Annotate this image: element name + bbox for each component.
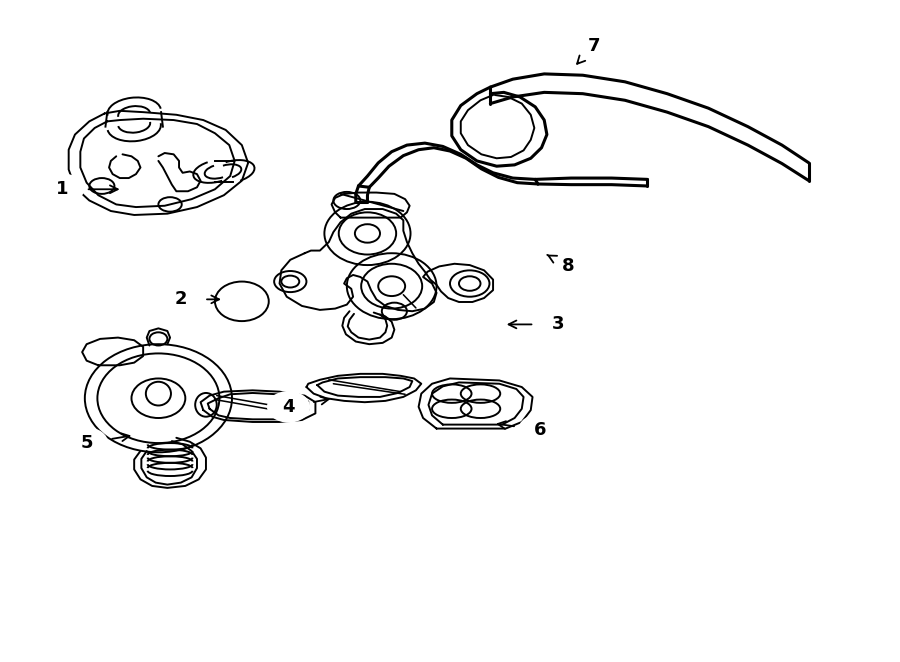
Text: 4: 4 [283, 398, 295, 416]
Circle shape [518, 414, 562, 446]
Text: 2: 2 [175, 291, 187, 308]
Text: 6: 6 [534, 421, 546, 439]
Circle shape [572, 30, 615, 62]
Text: 5: 5 [80, 434, 93, 452]
Circle shape [547, 251, 590, 282]
Circle shape [267, 391, 310, 422]
Text: 1: 1 [56, 180, 68, 198]
Text: 8: 8 [562, 258, 575, 275]
Text: 3: 3 [552, 315, 564, 334]
Circle shape [159, 283, 202, 315]
Circle shape [40, 173, 84, 205]
Text: 7: 7 [588, 37, 599, 55]
Circle shape [65, 427, 108, 459]
Circle shape [536, 308, 580, 340]
